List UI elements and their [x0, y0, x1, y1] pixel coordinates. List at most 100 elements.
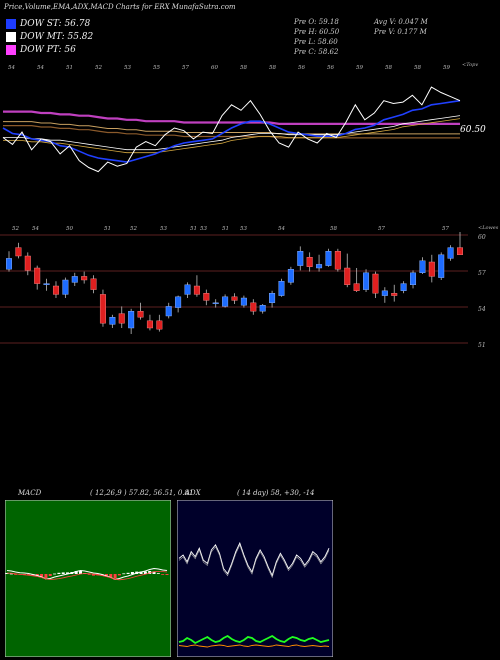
candle-x-tick: 57 — [378, 226, 385, 232]
macd-histogram-bar — [14, 574, 18, 575]
candle-body — [137, 310, 144, 318]
macd-histogram-bar — [57, 572, 61, 574]
adx-background — [177, 500, 333, 657]
macd-histogram-bar — [152, 571, 156, 574]
candle-y-tick: 54 — [478, 306, 486, 313]
macd-histogram-bar — [117, 574, 121, 576]
candle-body — [287, 269, 294, 283]
adx-shadow-line — [178, 544, 330, 579]
avg-volume: Avg V: 0.047 M — [374, 18, 428, 26]
macd-histogram-bar — [165, 574, 169, 575]
adx-chart — [177, 500, 333, 657]
candle-body — [165, 306, 172, 317]
macd-histogram-bar — [87, 574, 91, 575]
adx-label: ADX — [185, 489, 201, 497]
candle-body — [334, 251, 341, 270]
macd-histogram-bar — [148, 571, 152, 574]
candle-body — [146, 320, 153, 329]
plus-di-line — [178, 634, 330, 645]
candle-x-tick: 54 — [32, 226, 39, 232]
candle-body — [62, 279, 69, 295]
candle-x-tick: 51 — [222, 226, 229, 232]
candle-body — [34, 267, 41, 284]
candle-body — [428, 261, 435, 277]
candle-body — [457, 247, 464, 256]
macd-line — [6, 567, 168, 581]
candle-x-tick: 52 — [12, 226, 19, 232]
candle-body — [203, 292, 210, 301]
candle-y-tick: 57 — [478, 270, 486, 277]
candle-body — [118, 313, 125, 324]
candle-x-tick: 53 — [200, 226, 207, 232]
candle-x-tick: 54 — [278, 226, 285, 232]
price-x-tick: 56 — [327, 65, 334, 71]
candle-body — [381, 290, 388, 296]
pre-volume: Pre V: 0.177 M — [374, 28, 427, 36]
macd-params: ( 12,26,9 ) 57.82, 56.51, 0.81 — [90, 489, 194, 497]
candle-body — [128, 310, 135, 329]
macd-histogram-bar — [79, 571, 83, 574]
candle-body — [372, 273, 379, 294]
candle-x-tick: 51 — [190, 226, 197, 232]
price-x-tick: 58 — [269, 65, 276, 71]
candle-body — [156, 320, 163, 330]
price-x-tick: 59 — [356, 65, 363, 71]
candle-body — [52, 285, 59, 295]
candle-x-tick: 58 — [330, 226, 337, 232]
price-x-tick: 55 — [153, 65, 160, 71]
candle-body — [109, 316, 116, 325]
price-close-line — [2, 86, 461, 173]
price-last-label: 60.50 — [460, 125, 486, 135]
candle-body — [240, 297, 247, 306]
macd-histogram-bar — [53, 573, 57, 575]
macd-histogram-bar — [130, 572, 134, 574]
candle-x-tick: 50 — [66, 226, 73, 232]
candle-body — [5, 258, 12, 270]
macd-background — [5, 500, 171, 657]
macd-histogram-bar — [40, 574, 44, 577]
macd-histogram-bar — [9, 573, 13, 575]
price-top-right-label: <Topv — [462, 62, 478, 68]
macd-histogram-bar — [104, 574, 108, 577]
candle-body — [391, 292, 398, 296]
candle-body — [400, 283, 407, 291]
candle-body — [90, 278, 97, 290]
ema-long-tan-line — [3, 121, 460, 135]
price-x-tick: 59 — [443, 65, 450, 71]
candle-body — [325, 251, 332, 266]
candle-body — [24, 255, 31, 271]
pre-open: Pre O: 59.18 — [294, 18, 339, 26]
macd-histogram-bar — [122, 573, 126, 575]
macd-signal-line — [6, 570, 168, 581]
candle-top-right-label: <Lowes — [478, 225, 499, 231]
candle-x-tick: 53 — [160, 226, 167, 232]
legend-label-pt: DOW PT: 56 — [20, 45, 76, 55]
candle-body — [306, 257, 313, 268]
dow-pt-line — [3, 110, 460, 126]
macd-histogram-bar — [156, 573, 160, 574]
candle-body — [250, 302, 257, 312]
candle-body — [175, 296, 182, 308]
macd-histogram-bar — [91, 574, 95, 576]
legend-dow-st: DOW ST: 56.78 — [6, 19, 90, 29]
legend-dow-pt: DOW PT: 56 — [6, 45, 76, 55]
price-x-tick: 54 — [8, 65, 15, 71]
legend-label-st: DOW ST: 56.78 — [20, 19, 91, 29]
macd-histogram-bar — [161, 574, 165, 575]
candle-body — [269, 292, 276, 303]
candle-x-tick: 51 — [104, 226, 111, 232]
candle-body — [212, 302, 219, 305]
macd-label: MACD — [18, 489, 42, 497]
candle-body — [222, 296, 229, 307]
ema-mid-gold-line — [3, 118, 461, 154]
candle-y-tick: 60 — [478, 234, 486, 241]
candle-body — [184, 284, 191, 295]
legend-swatch-mt — [6, 32, 16, 42]
candle-body — [231, 296, 238, 301]
macd-histogram-bar — [66, 572, 70, 574]
candle-body — [297, 251, 304, 266]
candle-body — [353, 283, 360, 291]
price-ema-chart: 54 54 51 52 53 55 57 60 58 58 56 56 59 58 58 59 <Topv 6… — [2, 62, 486, 173]
price-x-tick: 51 — [66, 65, 73, 71]
